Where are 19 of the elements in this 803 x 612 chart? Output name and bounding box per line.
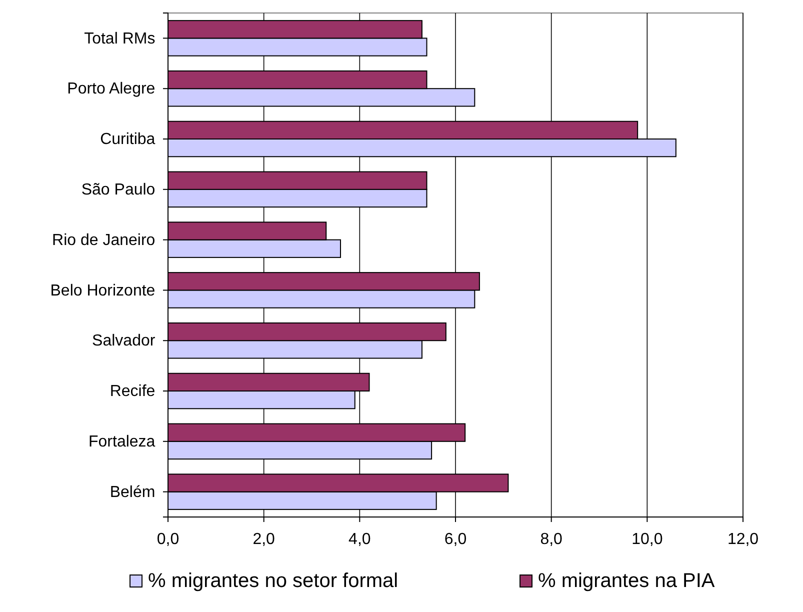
y-tick-label: Fortaleza — [88, 434, 156, 451]
x-tick-label: 0,0 — [156, 531, 180, 548]
y-tick-label: Belo Horizonte — [50, 282, 156, 300]
y-tick-label: Porto Alegre — [67, 80, 156, 98]
x-tick-label: 12,0 — [727, 531, 759, 548]
y-tick-label: Total RMs — [84, 30, 156, 48]
x-tick-label: 4,0 — [348, 531, 371, 548]
y-tick-label: Rio de Janeiro — [52, 232, 156, 249]
x-tick-label: 8,0 — [540, 531, 563, 548]
x-tick-label: 6,0 — [444, 531, 467, 548]
y-tick-label: Salvador — [92, 332, 156, 350]
y-tick-label: Recife — [110, 383, 156, 400]
y-tick-label: São Paulo — [81, 182, 156, 199]
legend-label: % migrantes na PIA — [538, 570, 716, 592]
x-tick-label: 10,0 — [632, 531, 663, 548]
x-tick-label: 2,0 — [252, 531, 276, 548]
legend-label: % migrantes no setor formal — [148, 570, 398, 592]
y-tick-label: Belém — [110, 484, 156, 501]
y-tick-label: Curitiba — [100, 131, 156, 148]
